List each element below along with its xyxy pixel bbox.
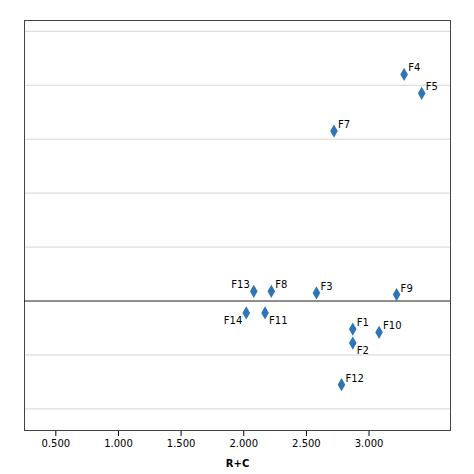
svg-text:F12: F12 bbox=[345, 373, 363, 384]
svg-text:0.500: 0.500 bbox=[42, 438, 71, 449]
svg-text:F14: F14 bbox=[224, 315, 242, 326]
svg-text:F4: F4 bbox=[408, 62, 420, 73]
svg-text:F5: F5 bbox=[426, 81, 438, 92]
svg-text:F1: F1 bbox=[357, 317, 369, 328]
svg-text:2.000: 2.000 bbox=[229, 438, 258, 449]
svg-text:2.500: 2.500 bbox=[292, 438, 321, 449]
svg-text:F7: F7 bbox=[338, 119, 350, 130]
svg-text:1.000: 1.000 bbox=[104, 438, 133, 449]
svg-text:F13: F13 bbox=[231, 279, 249, 290]
svg-text:F2: F2 bbox=[357, 345, 369, 356]
svg-text:R+C: R+C bbox=[226, 458, 249, 469]
svg-text:F3: F3 bbox=[320, 281, 332, 292]
svg-text:3.000: 3.000 bbox=[355, 438, 384, 449]
svg-text:F10: F10 bbox=[383, 320, 401, 331]
svg-text:F9: F9 bbox=[401, 283, 413, 294]
svg-text:1.500: 1.500 bbox=[167, 438, 196, 449]
svg-text:F11: F11 bbox=[269, 315, 287, 326]
svg-text:F8: F8 bbox=[275, 279, 287, 290]
